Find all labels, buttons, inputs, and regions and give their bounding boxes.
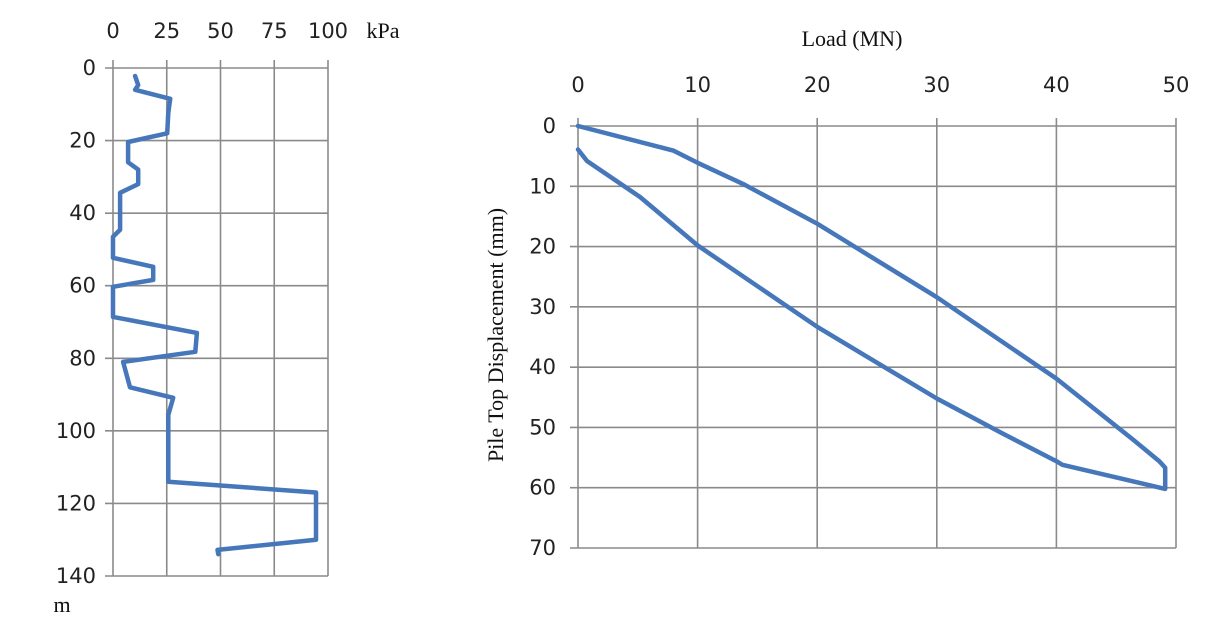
y-tick-label: 140 <box>56 564 96 588</box>
y-axis-label: Pile Top Displacement (mm) <box>483 208 508 462</box>
x-tick-label: 25 <box>153 19 180 43</box>
x-tick-label: 40 <box>1043 73 1070 97</box>
y-tick-label: 20 <box>529 235 556 259</box>
x-tick-label: 75 <box>261 19 288 43</box>
series-line <box>110 73 319 557</box>
y-tick-label: 80 <box>69 346 96 370</box>
y-tick-label: 40 <box>69 201 96 225</box>
x-axis-label: Load (MN) <box>802 26 903 51</box>
y-tick-label: 20 <box>69 129 96 153</box>
x-tick-label: 100 <box>308 19 348 43</box>
y-tick-label: 60 <box>529 476 556 500</box>
left-chart: 0 25 50 75 100 0 20 40 60 80 100 120 140 kPa m <box>53 18 399 617</box>
x-tick-label: 30 <box>923 73 950 97</box>
y-tick-label: 100 <box>56 419 96 443</box>
y-tick-label: 30 <box>529 295 556 319</box>
y-tick-label: 10 <box>529 174 556 198</box>
y-tick-label: 0 <box>83 56 96 80</box>
x-tick-label: 50 <box>207 19 234 43</box>
x-tick-label: 10 <box>684 73 711 97</box>
x-tick-label: 50 <box>1163 73 1190 97</box>
series-line <box>575 123 1168 492</box>
y-tick-label: 120 <box>56 491 96 515</box>
x-tick-label: 20 <box>804 73 831 97</box>
y-tick-label: 0 <box>543 114 556 138</box>
x-tick-label: 0 <box>106 19 119 43</box>
y-axis-label: m <box>53 592 70 617</box>
x-tick-label: 0 <box>571 73 584 97</box>
right-chart: 0 10 20 30 40 50 0 10 20 30 40 50 60 70 Load (MN) Pile … <box>483 26 1189 560</box>
y-tick-label: 50 <box>529 415 556 439</box>
y-tick-label: 70 <box>529 536 556 560</box>
y-tick-label: 60 <box>69 274 96 298</box>
x-axis-label: kPa <box>367 18 400 43</box>
y-tick-label: 40 <box>529 355 556 379</box>
